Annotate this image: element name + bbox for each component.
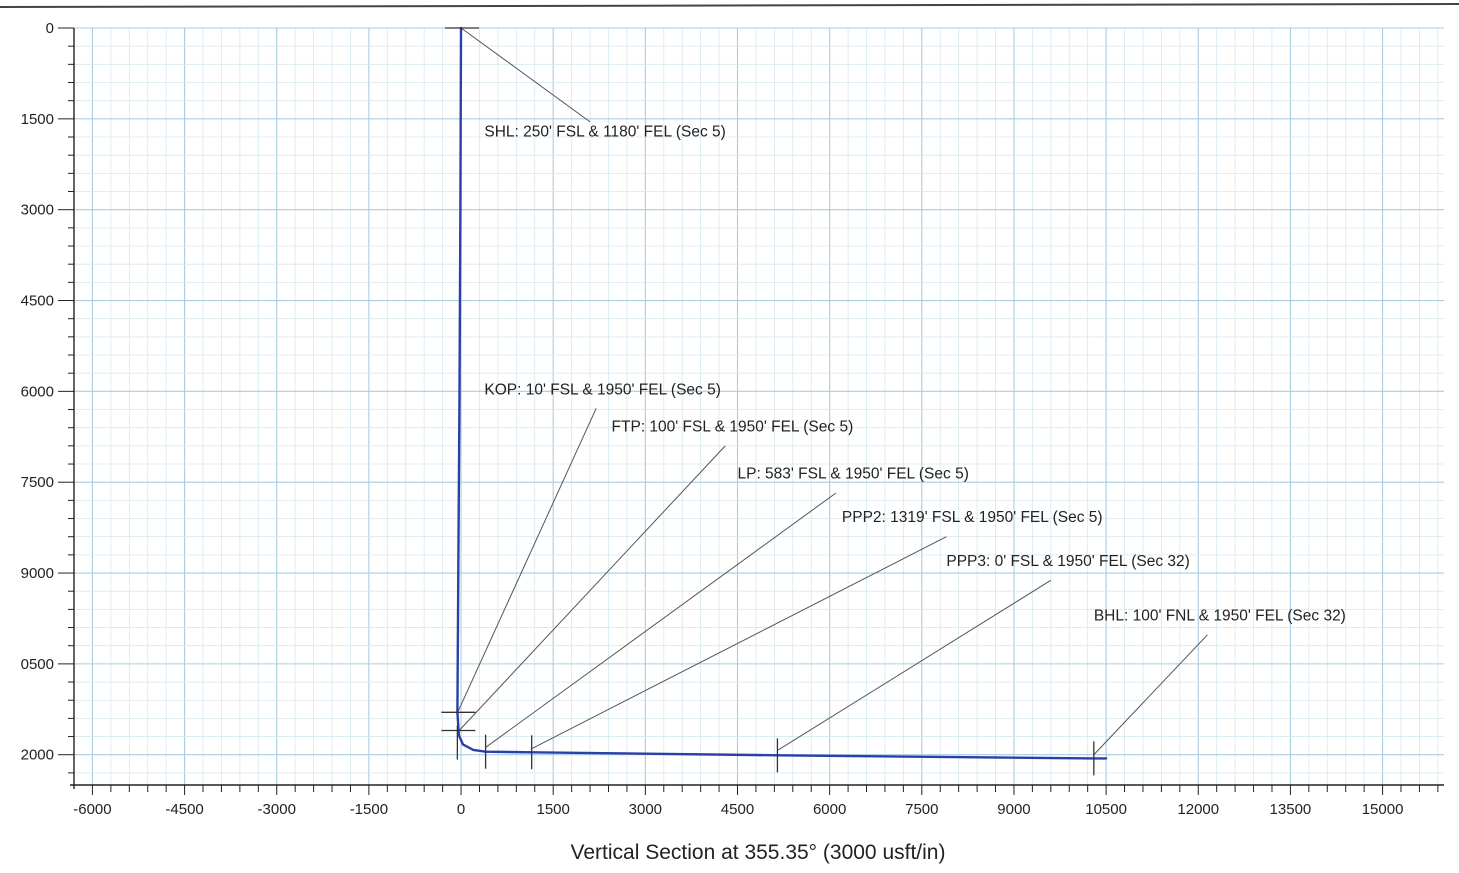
annotation-leader bbox=[458, 445, 726, 731]
x-tick-label: 7500 bbox=[905, 801, 938, 818]
x-tick-label: 3000 bbox=[629, 801, 662, 818]
annotation-leader bbox=[1093, 634, 1208, 756]
annotation-leader bbox=[485, 492, 837, 748]
y-tick-label: 2000 bbox=[21, 747, 54, 764]
x-tick-label: 13500 bbox=[1270, 801, 1312, 818]
annotation-label: BHL: 100' FNL & 1950' FEL (Sec 32) bbox=[1094, 607, 1346, 624]
annotation-label: SHL: 250' FSL & 1180' FEL (Sec 5) bbox=[484, 123, 725, 140]
top-border-line bbox=[0, 3, 1459, 8]
y-tick-label: 9000 bbox=[21, 565, 54, 582]
y-tick-label: 1500 bbox=[21, 111, 54, 128]
axes: -6000 -4500 -3000 -1500 0 1500 3000 4500 6000 750… bbox=[21, 20, 1444, 818]
y-tick-label: 0 bbox=[46, 20, 54, 37]
annotation-leaders bbox=[457, 27, 1208, 756]
y-tick-label: 4500 bbox=[21, 293, 54, 310]
annotation-leader bbox=[777, 579, 1052, 751]
x-tick-label: -6000 bbox=[73, 801, 111, 818]
x-tick-label: 15000 bbox=[1362, 801, 1404, 818]
annotation-label: LP: 583' FSL & 1950' FEL (Sec 5) bbox=[737, 466, 968, 483]
x-tick-label: 9000 bbox=[997, 801, 1030, 818]
y-tick-label: 0500 bbox=[21, 656, 54, 673]
y-tick-label: 3000 bbox=[21, 202, 54, 219]
x-tick-label: -1500 bbox=[350, 801, 388, 818]
annotation-label: PPP2: 1319' FSL & 1950' FEL (Sec 5) bbox=[842, 509, 1103, 526]
x-tick-label: 1500 bbox=[537, 801, 570, 818]
grid bbox=[74, 27, 1444, 785]
y-tick-label: 6000 bbox=[21, 383, 54, 400]
x-tick-label: 0 bbox=[457, 801, 465, 818]
y-tick-label: 7500 bbox=[21, 474, 54, 491]
annotation-leader bbox=[457, 408, 597, 713]
x-tick-label: -4500 bbox=[165, 801, 203, 818]
x-axis-label: Vertical Section at 355.35° (3000 usft/i… bbox=[571, 841, 946, 864]
annotation-leader bbox=[531, 536, 947, 750]
annotations: SHL: 250' FSL & 1180' FEL (Sec 5) KOP: 10… bbox=[484, 123, 1345, 624]
x-tick-label: 4500 bbox=[721, 801, 754, 818]
annotation-label: PPP3: 0' FSL & 1950' FEL (Sec 32) bbox=[946, 553, 1189, 570]
annotation-label: FTP: 100' FSL & 1950' FEL (Sec 5) bbox=[612, 418, 854, 435]
x-tick-label: 12000 bbox=[1177, 801, 1219, 818]
x-tick-label: -3000 bbox=[258, 801, 296, 818]
annotation-label: KOP: 10' FSL & 1950' FEL (Sec 5) bbox=[484, 381, 721, 398]
markers bbox=[441, 27, 1095, 776]
x-tick-label: 10500 bbox=[1085, 801, 1127, 818]
annotation-leader bbox=[460, 27, 591, 123]
x-tick-label: 6000 bbox=[813, 801, 846, 818]
